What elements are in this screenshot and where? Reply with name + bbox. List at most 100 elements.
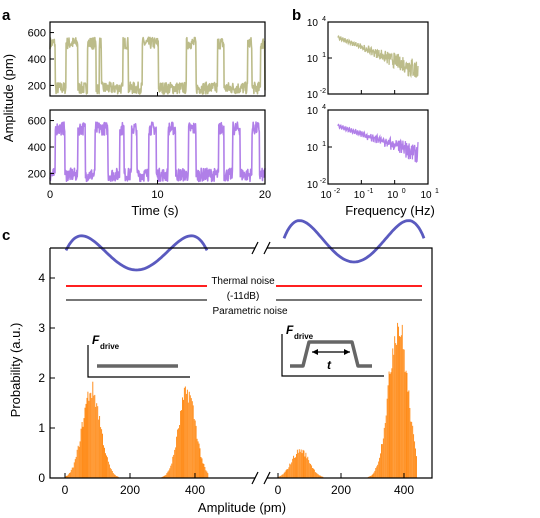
panel-c-bar: [402, 349, 404, 478]
panel-c-bar: [163, 476, 165, 478]
panel-c-bar: [87, 391, 89, 478]
panel-a-ytick-label: 200: [28, 168, 46, 180]
panel-b-xtick-label: 10: [320, 190, 332, 201]
panel-a-ytick-label: 400: [28, 142, 46, 154]
panel-a-xtick-label: 10: [151, 189, 163, 201]
panel-c-bar: [112, 473, 114, 478]
panel-b-ytick-exponent: 1: [322, 141, 326, 148]
panel-a-series-2: [49, 121, 266, 183]
panel-c-bar: [407, 391, 409, 478]
panel-c-bar: [291, 462, 293, 478]
panel-c-bar: [206, 471, 208, 478]
panel-c-bar: [395, 343, 397, 478]
panel-c-bar: [392, 348, 394, 478]
panel-c-bar: [207, 473, 209, 478]
panel-c-xtick-label: 0: [275, 483, 282, 497]
panel-c-ylabel: Probability (a.u.): [8, 323, 23, 418]
panel-c-thermal-label: Thermal noise: [211, 276, 275, 287]
panel-c-bar: [83, 418, 85, 478]
panel-c-bar: [305, 452, 307, 478]
panel-c-bar: [109, 467, 111, 478]
panel-c-bar: [199, 448, 201, 478]
panel-c-bar: [106, 455, 107, 478]
panel-c-bar: [301, 453, 303, 478]
panel-a-xtick-label: 0: [47, 189, 53, 201]
panel-c-bar: [295, 457, 296, 478]
panel-c-drive-pulse: [290, 340, 372, 368]
panel-c-bar: [184, 386, 186, 478]
panel-c-bar: [179, 425, 181, 478]
panel-b-xtick-label: 10: [387, 190, 399, 201]
panel-c-bar: [189, 395, 191, 478]
panel-c-bar: [396, 344, 398, 478]
panel-c-bar: [201, 458, 203, 478]
panel-c-bar: [290, 464, 292, 478]
panel-c-drive-symbol-left: F: [92, 333, 100, 347]
panel-b-xtick-label: 10: [354, 190, 366, 201]
panel-label-b: b: [292, 7, 301, 24]
panel-c-bar: [74, 459, 76, 478]
panel-c-bar: [166, 473, 168, 478]
panel-c-bar: [394, 336, 396, 478]
panel-c-bar: [319, 475, 321, 478]
panel-c-bar: [370, 475, 372, 478]
panel-c-bar: [409, 408, 411, 478]
panel-c-bar: [413, 434, 415, 478]
panel-c-bar: [310, 464, 312, 478]
panel-c-bar: [162, 476, 164, 478]
panel-c-bar: [296, 449, 298, 478]
panel-b-ytick-label: 10: [307, 143, 319, 154]
panel-c-bar: [102, 433, 103, 478]
panel-c-arrowhead-right: [344, 349, 350, 355]
panel-c-bar: [67, 475, 68, 478]
panel-c-bar: [171, 463, 173, 478]
panel-c-bar: [165, 474, 167, 478]
panel-c-bar: [175, 447, 177, 478]
panel-a-xlabel: Time (s): [131, 203, 178, 218]
panel-c-bar: [411, 421, 413, 478]
panel-b-ytick-exponent: 4: [322, 104, 326, 111]
panel-c-inset-axes-right: [281, 334, 384, 377]
panel-c-drive-subscript-right: drive: [294, 332, 314, 341]
panel-c-xtick-label: 200: [331, 483, 351, 497]
panel-c-bar: [67, 474, 69, 478]
panel-a-subplot-2: 200 400 600 0 10 20: [28, 109, 271, 201]
panel-c-bar: [116, 476, 118, 478]
panel-c-bar: [200, 457, 202, 478]
panel-c-xlabel: Amplitude (pm): [198, 500, 286, 515]
panel-c-ytick-label: 1: [38, 421, 45, 435]
panel-c-bar: [94, 394, 96, 478]
panel-c-bar: [415, 448, 416, 478]
panel-c-bar: [296, 454, 297, 478]
panel-c-bar: [108, 464, 110, 478]
panel-c-bar: [79, 441, 81, 478]
panel-c-bar: [410, 421, 412, 478]
panel-c-bar: [398, 326, 399, 478]
panel-b-subplot-2: 10 -210 110 410 -2 10 -1 10 0 10 1: [307, 104, 439, 201]
panel-a-xtick-label: 20: [259, 189, 271, 201]
panel-c-bar: [70, 469, 72, 478]
panel-c-bar: [95, 406, 97, 478]
panel-c-histogram-1: [65, 381, 209, 478]
panel-c-bar: [105, 453, 106, 478]
panel-c-bar: [71, 467, 73, 478]
panel-c-duration-symbol: t: [327, 358, 332, 372]
panel-c-bar: [110, 469, 112, 478]
panel-c-bar: [377, 464, 379, 478]
panel-c-bar: [186, 389, 188, 478]
panel-c-bar: [381, 444, 383, 478]
panel-c-bar: [288, 467, 290, 478]
panel-c-bar: [412, 425, 414, 478]
panel-c-bar: [376, 466, 378, 478]
panel-c-bar: [72, 467, 74, 478]
panel-c-bar: [173, 454, 175, 478]
panel-c-bar: [369, 476, 371, 478]
panel-c-bar: [99, 416, 101, 478]
panel-a-ylabel: Amplitude (pm): [1, 54, 16, 142]
panel-c-bar: [374, 470, 376, 478]
panel-c-arrowhead-left: [312, 349, 318, 355]
panel-c-bar: [403, 349, 405, 478]
panel-c-bar: [284, 471, 286, 478]
panel-b-ytick-exponent: -2: [320, 88, 326, 95]
